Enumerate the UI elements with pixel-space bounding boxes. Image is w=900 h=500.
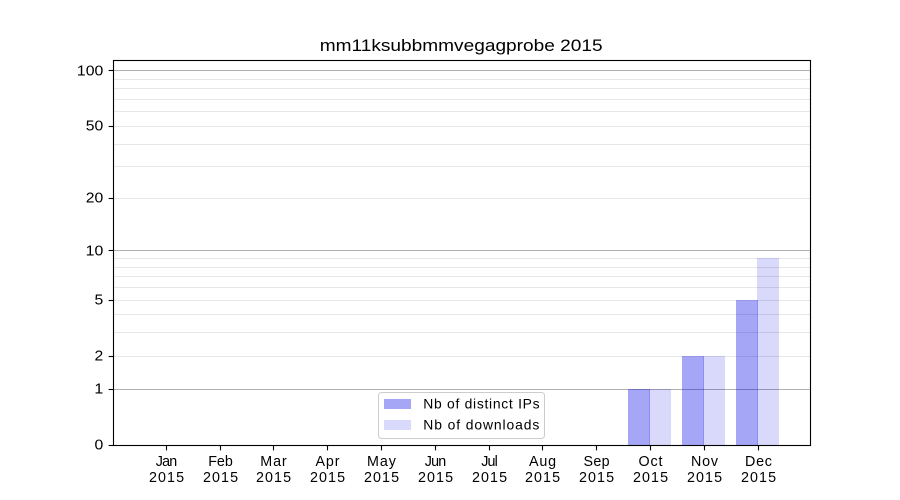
svg-text:0: 0 xyxy=(95,438,104,454)
svg-text:10: 10 xyxy=(86,244,104,260)
svg-text:20: 20 xyxy=(86,191,104,207)
svg-text:Nov: Nov xyxy=(691,454,719,470)
svg-text:Nb of downloads: Nb of downloads xyxy=(423,417,539,433)
svg-text:2015: 2015 xyxy=(687,470,722,486)
svg-text:2015: 2015 xyxy=(364,470,399,486)
svg-text:Oct: Oct xyxy=(639,454,663,470)
svg-text:50: 50 xyxy=(86,119,104,135)
svg-text:2015: 2015 xyxy=(579,470,614,486)
svg-text:2015: 2015 xyxy=(418,470,453,486)
svg-text:Aug: Aug xyxy=(529,454,556,470)
svg-text:2015: 2015 xyxy=(149,470,184,486)
svg-text:2015: 2015 xyxy=(203,470,238,486)
svg-text:2015: 2015 xyxy=(256,470,291,486)
svg-text:Feb: Feb xyxy=(208,454,233,470)
svg-text:Apr: Apr xyxy=(315,454,339,470)
svg-text:2015: 2015 xyxy=(741,470,776,486)
svg-text:Nb of distinct IPs: Nb of distinct IPs xyxy=(423,396,539,412)
svg-text:2015: 2015 xyxy=(633,470,668,486)
svg-text:2: 2 xyxy=(95,349,104,365)
svg-text:5: 5 xyxy=(95,293,104,309)
svg-text:Jul: Jul xyxy=(481,454,498,470)
svg-text:2015: 2015 xyxy=(310,470,345,486)
svg-text:mm11ksubbmmvegagprobe 2015: mm11ksubbmmvegagprobe 2015 xyxy=(320,36,603,55)
svg-text:2015: 2015 xyxy=(472,470,507,486)
svg-text:100: 100 xyxy=(77,64,103,80)
svg-text:Jan: Jan xyxy=(156,454,177,470)
svg-text:Jun: Jun xyxy=(425,454,447,470)
svg-text:Mar: Mar xyxy=(260,454,287,470)
svg-text:1: 1 xyxy=(94,382,103,398)
svg-text:Dec: Dec xyxy=(745,454,772,470)
svg-text:May: May xyxy=(367,454,397,470)
svg-text:2015: 2015 xyxy=(525,470,560,486)
svg-text:Sep: Sep xyxy=(583,454,609,470)
